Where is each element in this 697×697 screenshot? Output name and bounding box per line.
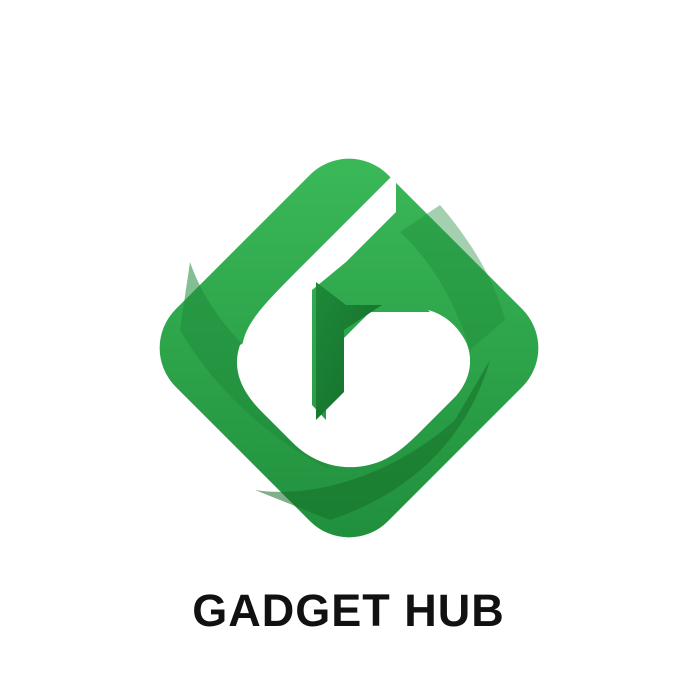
logo [159, 158, 539, 538]
g-inner-bowl [236, 310, 471, 468]
ribbon-shadow-bottom [255, 360, 490, 520]
g-letter-cutout [242, 160, 466, 460]
g-arrow-tip [316, 282, 382, 420]
ribbon-shadow-right [400, 205, 505, 350]
gadget-hub-g-logo-icon [159, 158, 539, 538]
brand-name: GADGET HUB [192, 585, 505, 636]
